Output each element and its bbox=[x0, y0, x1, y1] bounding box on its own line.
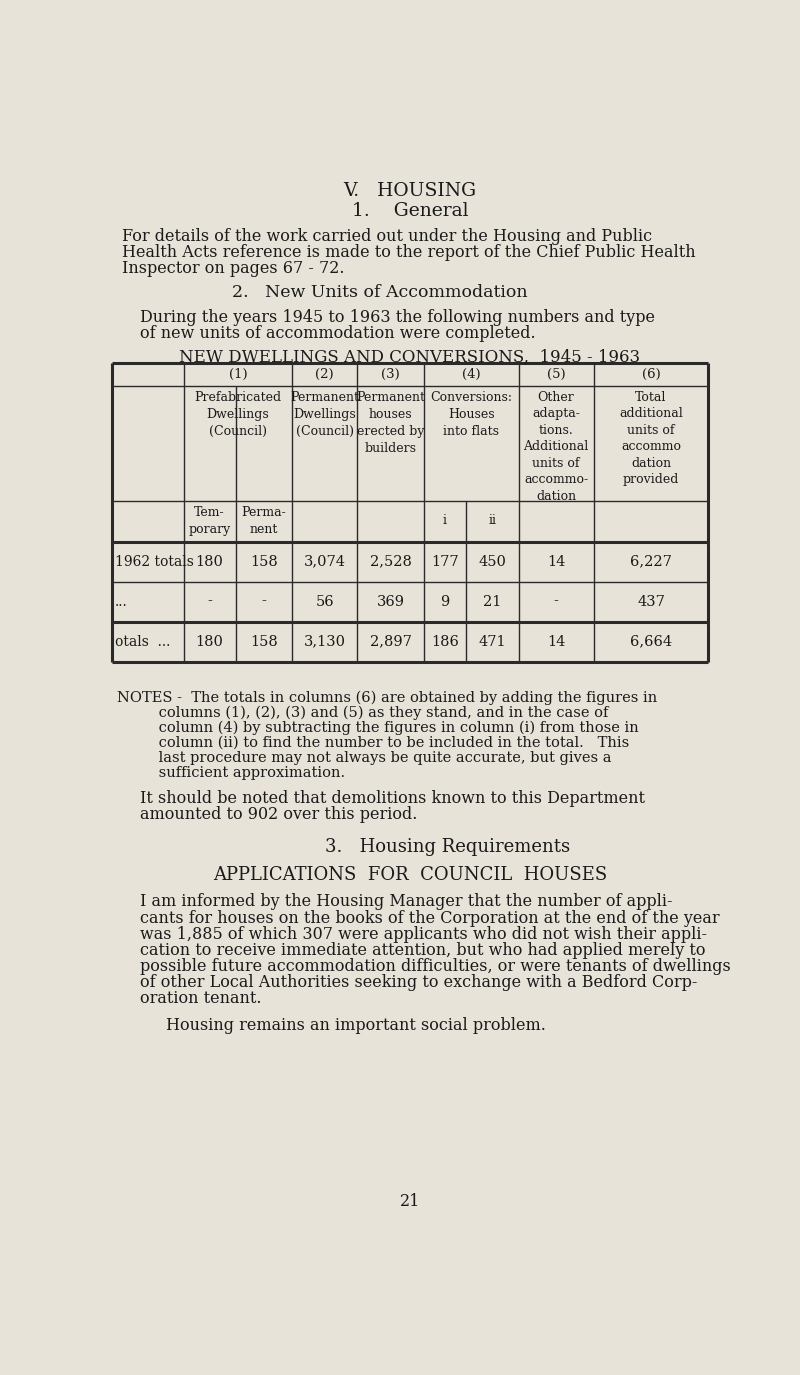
Text: 3,074: 3,074 bbox=[304, 554, 346, 568]
Text: Prefabricated
Dwellings
(Council): Prefabricated Dwellings (Council) bbox=[194, 390, 282, 437]
Text: 3,130: 3,130 bbox=[304, 635, 346, 649]
Text: 14: 14 bbox=[547, 635, 566, 649]
Text: 158: 158 bbox=[250, 635, 278, 649]
Text: 158: 158 bbox=[250, 554, 278, 568]
Text: 1.    General: 1. General bbox=[352, 202, 468, 220]
Text: 2,528: 2,528 bbox=[370, 554, 411, 568]
Text: 9: 9 bbox=[440, 594, 450, 609]
Text: Conversions:
Houses
into flats: Conversions: Houses into flats bbox=[430, 390, 512, 437]
Text: of new units of accommodation were completed.: of new units of accommodation were compl… bbox=[140, 324, 536, 342]
Text: APPLICATIONS  FOR  COUNCIL  HOUSES: APPLICATIONS FOR COUNCIL HOUSES bbox=[213, 866, 607, 884]
Text: last procedure may not always be quite accurate, but gives a: last procedure may not always be quite a… bbox=[117, 751, 611, 764]
Text: column (ii) to find the number to be included in the total.   This: column (ii) to find the number to be inc… bbox=[117, 736, 630, 749]
Text: Tem-
porary: Tem- porary bbox=[189, 506, 230, 536]
Text: ii: ii bbox=[488, 514, 496, 527]
Text: 186: 186 bbox=[431, 635, 459, 649]
Text: 21: 21 bbox=[400, 1194, 420, 1210]
Text: 56: 56 bbox=[315, 594, 334, 609]
Text: was 1,885 of which 307 were applicants who did not wish their appli-: was 1,885 of which 307 were applicants w… bbox=[140, 925, 707, 943]
Text: 21: 21 bbox=[483, 594, 502, 609]
Text: For details of the work carried out under the Housing and Public: For details of the work carried out unde… bbox=[122, 228, 652, 245]
Text: oration tenant.: oration tenant. bbox=[140, 990, 262, 1008]
Text: 450: 450 bbox=[478, 554, 506, 568]
Text: I am informed by the Housing Manager that the number of appli-: I am informed by the Housing Manager tha… bbox=[140, 894, 673, 910]
Text: (5): (5) bbox=[546, 368, 566, 381]
Text: NEW DWELLINGS AND CONVERSIONS,  1945 - 1963: NEW DWELLINGS AND CONVERSIONS, 1945 - 19… bbox=[179, 349, 641, 366]
Text: -: - bbox=[207, 594, 212, 609]
Text: (3): (3) bbox=[382, 368, 400, 381]
Text: cation to receive immediate attention, but who had applied merely to: cation to receive immediate attention, b… bbox=[140, 942, 706, 958]
Text: 369: 369 bbox=[377, 594, 405, 609]
Text: -: - bbox=[262, 594, 266, 609]
Text: 180: 180 bbox=[196, 554, 224, 568]
Text: During the years 1945 to 1963 the following numbers and type: During the years 1945 to 1963 the follow… bbox=[140, 309, 655, 326]
Text: 437: 437 bbox=[637, 594, 665, 609]
Text: (1): (1) bbox=[229, 368, 247, 381]
Text: Housing remains an important social problem.: Housing remains an important social prob… bbox=[166, 1018, 546, 1034]
Text: ...: ... bbox=[114, 594, 127, 609]
Text: columns (1), (2), (3) and (5) as they stand, and in the case of: columns (1), (2), (3) and (5) as they st… bbox=[117, 705, 609, 720]
Text: Total
additional
units of
accommo
dation
provided: Total additional units of accommo dation… bbox=[619, 390, 683, 487]
Text: 2,897: 2,897 bbox=[370, 635, 411, 649]
Text: 6,227: 6,227 bbox=[630, 554, 672, 568]
Text: Health Acts reference is made to the report of the Chief Public Health: Health Acts reference is made to the rep… bbox=[122, 245, 695, 261]
Text: 471: 471 bbox=[478, 635, 506, 649]
Text: -: - bbox=[554, 594, 558, 609]
Text: otals  ...: otals ... bbox=[114, 635, 170, 649]
Text: Other
adapta-
tions.
Additional
units of
accommo-
dation: Other adapta- tions. Additional units of… bbox=[523, 390, 589, 503]
Text: Permanent
houses
erected by
builders: Permanent houses erected by builders bbox=[356, 390, 425, 455]
Text: of other Local Authorities seeking to exchange with a Bedford Corp-: of other Local Authorities seeking to ex… bbox=[140, 975, 698, 991]
Text: 14: 14 bbox=[547, 554, 566, 568]
Text: NOTES -  The totals in columns (6) are obtained by adding the figures in: NOTES - The totals in columns (6) are ob… bbox=[117, 690, 658, 705]
Text: cants for houses on the books of the Corporation at the end of the year: cants for houses on the books of the Cor… bbox=[140, 910, 720, 927]
Text: Permanent
Dwellings
(Council): Permanent Dwellings (Council) bbox=[290, 390, 359, 437]
Text: i: i bbox=[443, 514, 447, 527]
Text: Perma-
nent: Perma- nent bbox=[242, 506, 286, 536]
Text: 177: 177 bbox=[431, 554, 458, 568]
Text: 2.   New Units of Accommodation: 2. New Units of Accommodation bbox=[232, 285, 527, 301]
Text: amounted to 902 over this period.: amounted to 902 over this period. bbox=[140, 806, 418, 824]
Text: 6,664: 6,664 bbox=[630, 635, 672, 649]
Text: It should be noted that demolitions known to this Department: It should be noted that demolitions know… bbox=[140, 791, 646, 807]
Text: (6): (6) bbox=[642, 368, 661, 381]
Text: sufficient approximation.: sufficient approximation. bbox=[117, 766, 345, 780]
Text: column (4) by subtracting the figures in column (i) from those in: column (4) by subtracting the figures in… bbox=[117, 720, 638, 736]
Text: 180: 180 bbox=[196, 635, 224, 649]
Text: (2): (2) bbox=[315, 368, 334, 381]
Text: 1962 totals: 1962 totals bbox=[114, 554, 194, 568]
Text: (4): (4) bbox=[462, 368, 481, 381]
Text: possible future accommodation difficulties, or were tenants of dwellings: possible future accommodation difficulti… bbox=[140, 958, 731, 975]
Text: 3.   Housing Requirements: 3. Housing Requirements bbox=[325, 837, 570, 857]
Text: V.   HOUSING: V. HOUSING bbox=[343, 182, 477, 199]
Text: Inspector on pages 67 - 72.: Inspector on pages 67 - 72. bbox=[122, 260, 344, 278]
